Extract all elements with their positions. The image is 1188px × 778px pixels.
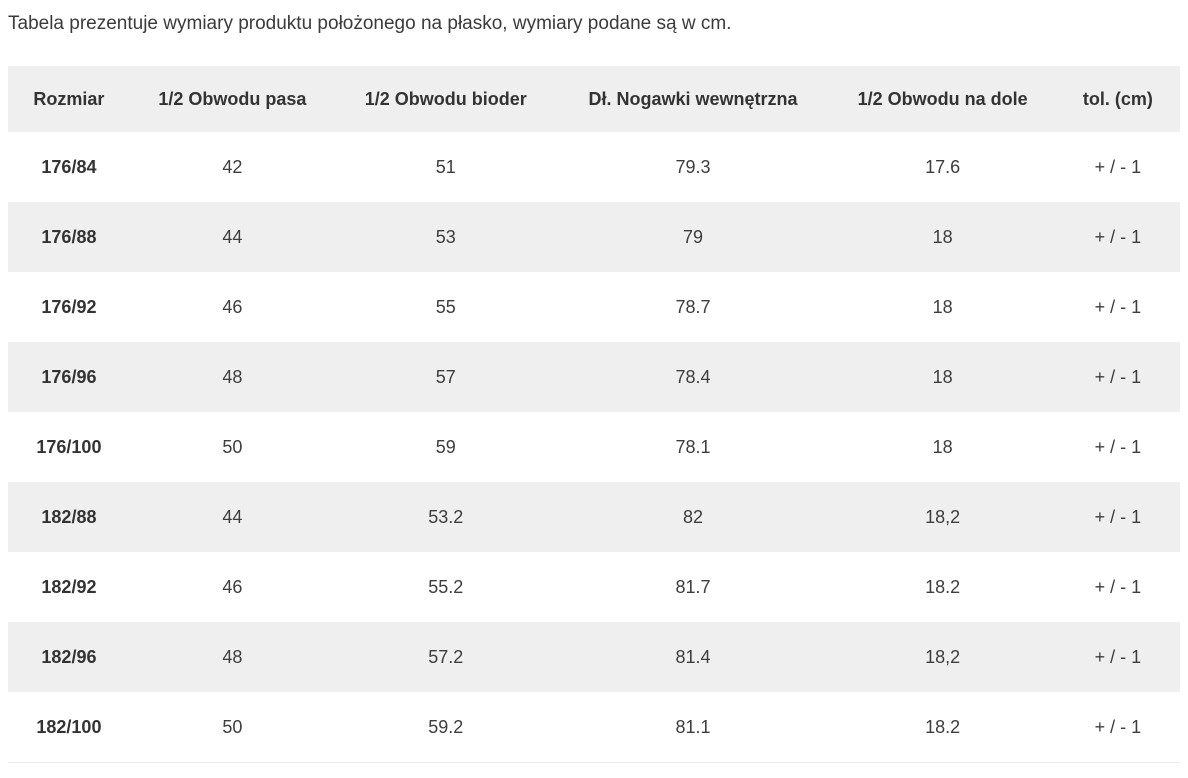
value-cell: 18.2 (829, 552, 1056, 622)
value-cell: 44 (129, 202, 335, 272)
size-cell: 182/92 (8, 552, 130, 622)
table-row: 176/84 42 51 79.3 17.6 + / - 1 (8, 132, 1180, 202)
column-header-2: 1/2 Obwodu pasa (129, 66, 335, 132)
size-cell: 182/96 (8, 622, 130, 692)
value-cell: + / - 1 (1055, 342, 1180, 412)
value-cell: 55.2 (334, 552, 557, 622)
column-header-3: 1/2 Obwodu bioder (334, 66, 557, 132)
size-cell: 176/88 (8, 202, 130, 272)
table-row: 176/88 44 53 79 18 + / - 1 (8, 202, 1180, 272)
value-cell: + / - 1 (1055, 132, 1180, 202)
size-cell: 176/96 (8, 342, 130, 412)
value-cell: 79.3 (556, 132, 830, 202)
size-table-container: Rozmiar 1/2 Obwodu pasa 1/2 Obwodu bioder D… (8, 66, 1180, 763)
table-row: 176/100 50 59 78.1 18 + / - 1 (8, 412, 1180, 482)
value-cell: 55 (334, 272, 557, 342)
size-cell: 176/100 (8, 412, 130, 482)
column-header-4: Dł. Nogawki wewnętrzna (556, 66, 830, 132)
value-cell: 18 (829, 202, 1056, 272)
table-row: 176/96 48 57 78.4 18 + / - 1 (8, 342, 1180, 412)
value-cell: 17.6 (829, 132, 1056, 202)
table-row: 176/92 46 55 78.7 18 + / - 1 (8, 272, 1180, 342)
table-intro-text: Tabela prezentuje wymiary produktu położ… (8, 13, 732, 34)
table-row: 182/88 44 53.2 82 18,2 + / - 1 (8, 482, 1180, 552)
value-cell: 59 (334, 412, 557, 482)
value-cell: 57 (334, 342, 557, 412)
value-cell: + / - 1 (1055, 692, 1180, 763)
value-cell: 18 (829, 272, 1056, 342)
value-cell: + / - 1 (1055, 552, 1180, 622)
value-cell: 18 (829, 412, 1056, 482)
value-cell: 53 (334, 202, 557, 272)
value-cell: 18 (829, 342, 1056, 412)
value-cell: 82 (556, 482, 830, 552)
column-header-1: Rozmiar (8, 66, 130, 132)
value-cell: 46 (129, 552, 335, 622)
value-cell: 53.2 (334, 482, 557, 552)
value-cell: 78.4 (556, 342, 830, 412)
value-cell: + / - 1 (1055, 272, 1180, 342)
value-cell: 48 (129, 342, 335, 412)
value-cell: 81.1 (556, 692, 830, 763)
value-cell: 78.1 (556, 412, 830, 482)
table-body: 176/84 42 51 79.3 17.6 + / - 1 176/88 44 53 79 18 +… (8, 132, 1180, 763)
size-cell: 176/84 (8, 132, 130, 202)
value-cell: 57.2 (334, 622, 557, 692)
value-cell: 44 (129, 482, 335, 552)
value-cell: 59.2 (334, 692, 557, 763)
value-cell: + / - 1 (1055, 482, 1180, 552)
value-cell: 51 (334, 132, 557, 202)
value-cell: 42 (129, 132, 335, 202)
value-cell: 50 (129, 412, 335, 482)
size-cell: 182/88 (8, 482, 130, 552)
size-cell: 176/92 (8, 272, 130, 342)
table-row: 182/92 46 55.2 81.7 18.2 + / - 1 (8, 552, 1180, 622)
size-cell: 182/100 (8, 692, 130, 763)
value-cell: 46 (129, 272, 335, 342)
value-cell: + / - 1 (1055, 202, 1180, 272)
value-cell: 48 (129, 622, 335, 692)
value-cell: 79 (556, 202, 830, 272)
value-cell: 18,2 (829, 622, 1056, 692)
value-cell: 18,2 (829, 482, 1056, 552)
value-cell: 81.4 (556, 622, 830, 692)
value-cell: + / - 1 (1055, 412, 1180, 482)
value-cell: 50 (129, 692, 335, 763)
value-cell: 81.7 (556, 552, 830, 622)
header-row: Rozmiar 1/2 Obwodu pasa 1/2 Obwodu bioder D… (8, 66, 1180, 132)
value-cell: + / - 1 (1055, 622, 1180, 692)
value-cell: 78.7 (556, 272, 830, 342)
size-table: Rozmiar 1/2 Obwodu pasa 1/2 Obwodu bioder D… (8, 66, 1180, 763)
table-row: 182/100 50 59.2 81.1 18.2 + / - 1 (8, 692, 1180, 763)
table-row: 182/96 48 57.2 81.4 18,2 + / - 1 (8, 622, 1180, 692)
value-cell: 18.2 (829, 692, 1056, 763)
column-header-5: 1/2 Obwodu na dole (829, 66, 1056, 132)
column-header-6: tol. (cm) (1055, 66, 1180, 132)
